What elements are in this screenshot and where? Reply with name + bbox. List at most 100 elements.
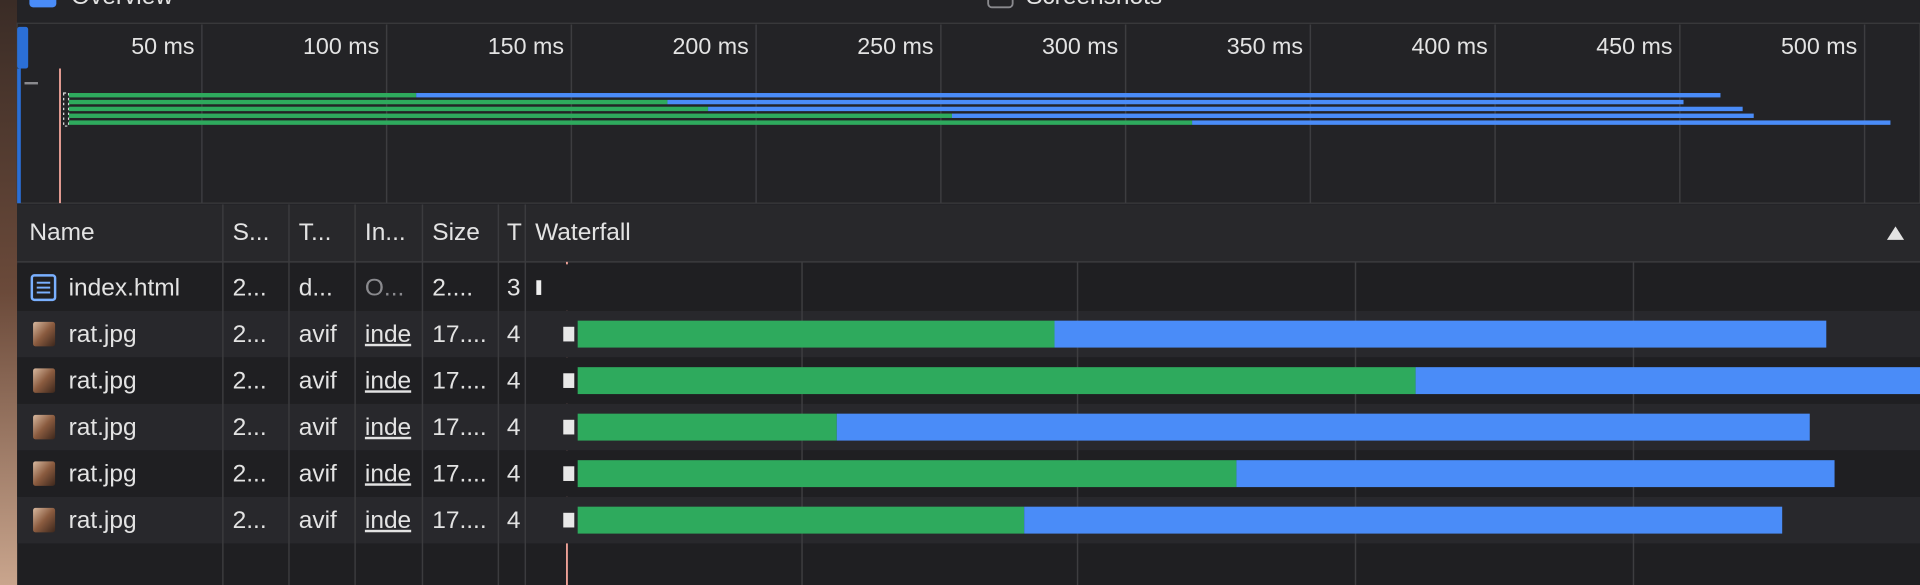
toolbar bbox=[17, 0, 1920, 24]
download-bar bbox=[836, 413, 1810, 441]
overview-tick-label: 50 ms bbox=[131, 33, 194, 59]
overview-range bbox=[17, 68, 21, 204]
overview-waiting-bar bbox=[68, 120, 1193, 125]
file-name: rat.jpg bbox=[69, 414, 137, 441]
waiting-bar bbox=[577, 413, 837, 441]
cell-text[interactable]: inde bbox=[365, 321, 411, 348]
image-icon bbox=[33, 321, 56, 347]
cell-text: 17.... bbox=[432, 321, 486, 348]
column-header[interactable]: T... bbox=[299, 219, 332, 246]
table-header bbox=[17, 204, 1920, 262]
cell-text: 17.... bbox=[432, 414, 486, 441]
cell-text: 4 bbox=[507, 321, 521, 348]
image-icon bbox=[33, 414, 56, 440]
cell-text: 2... bbox=[233, 414, 267, 441]
cell-text: 17.... bbox=[432, 507, 486, 534]
overview-waiting-bar bbox=[68, 106, 709, 112]
column-header[interactable]: In... bbox=[365, 219, 406, 246]
cell-text: 2.... bbox=[432, 274, 473, 301]
overview-tick-label: 100 ms bbox=[303, 33, 379, 59]
cell-text[interactable]: inde bbox=[365, 414, 411, 441]
column-header[interactable]: Waterfall bbox=[535, 219, 631, 246]
cell-text[interactable]: inde bbox=[365, 460, 411, 487]
cell-text: avif bbox=[299, 414, 337, 441]
overview-label[interactable]: Overview bbox=[71, 0, 173, 10]
cell-text: avif bbox=[299, 321, 337, 348]
overview-pane bbox=[16, 22, 1920, 204]
cell-text: avif bbox=[299, 460, 337, 487]
waiting-bar bbox=[577, 506, 1025, 534]
download-bar bbox=[1054, 320, 1827, 348]
cell-text: 4 bbox=[507, 367, 521, 394]
document-request-marker bbox=[536, 280, 542, 295]
waiting-bar bbox=[577, 460, 1237, 488]
overview-handle[interactable] bbox=[17, 26, 29, 69]
cell-text: 2... bbox=[233, 507, 267, 534]
document-icon bbox=[30, 274, 57, 302]
cell-text[interactable]: inde bbox=[365, 507, 411, 534]
cell-text: 2... bbox=[233, 321, 267, 348]
cell-text: 2... bbox=[233, 274, 267, 301]
queue-marker bbox=[563, 373, 575, 388]
desktop-edge bbox=[0, 0, 18, 585]
image-icon bbox=[33, 507, 56, 533]
file-name: rat.jpg bbox=[69, 507, 137, 534]
waiting-bar bbox=[577, 320, 1055, 348]
cell-text: d... bbox=[299, 274, 333, 301]
cell-text: 2... bbox=[233, 460, 267, 487]
overview-checkbox[interactable] bbox=[29, 0, 57, 8]
overview-download-bar bbox=[416, 93, 1721, 98]
column-header[interactable]: Name bbox=[29, 219, 94, 246]
column-header[interactable]: S... bbox=[233, 219, 270, 246]
screenshots-label[interactable]: Screenshots bbox=[1026, 0, 1162, 10]
table-row[interactable] bbox=[17, 264, 1920, 311]
file-name: rat.jpg bbox=[69, 460, 137, 487]
overview-download-bar bbox=[708, 106, 1743, 112]
overview-download-bar bbox=[951, 113, 1754, 118]
overview-download-bar bbox=[667, 99, 1684, 105]
cell-text: avif bbox=[299, 367, 337, 394]
cell-text: 2... bbox=[233, 367, 267, 394]
download-bar bbox=[1415, 367, 1920, 395]
cell-text: avif bbox=[299, 507, 337, 534]
overview-tick-label: 450 ms bbox=[1596, 33, 1672, 59]
queue-marker bbox=[563, 419, 575, 435]
column-header[interactable]: T bbox=[507, 219, 522, 246]
overview-tick-label: 300 ms bbox=[1042, 33, 1118, 59]
overview-waiting-bar bbox=[68, 113, 952, 118]
overview-tick-label: 500 ms bbox=[1781, 33, 1857, 59]
cell-text: 4 bbox=[507, 414, 521, 441]
overview-waiting-bar bbox=[68, 93, 417, 98]
image-icon bbox=[33, 461, 56, 486]
waiting-bar bbox=[577, 367, 1416, 395]
screenshots-checkbox[interactable] bbox=[987, 0, 1014, 9]
queue-marker bbox=[563, 512, 575, 528]
file-name: index.html bbox=[69, 274, 181, 301]
column-header[interactable]: Size bbox=[432, 219, 480, 246]
image-icon bbox=[33, 368, 56, 393]
overview-tick-label: 250 ms bbox=[857, 33, 933, 59]
cell-text[interactable]: inde bbox=[365, 367, 411, 394]
cell-text: 17.... bbox=[432, 367, 486, 394]
overview-tick-label: 350 ms bbox=[1227, 33, 1303, 59]
overview-tick-label: 400 ms bbox=[1411, 33, 1487, 59]
download-bar bbox=[1236, 460, 1835, 488]
overview-download-bar bbox=[1192, 120, 1891, 125]
sort-arrow[interactable] bbox=[1886, 226, 1905, 240]
cell-text: O... bbox=[365, 274, 404, 301]
file-name: rat.jpg bbox=[69, 367, 137, 394]
download-bar bbox=[1024, 506, 1783, 534]
cell-text: 3 bbox=[507, 274, 521, 301]
queue-marker bbox=[563, 326, 575, 342]
overview-waiting-bar bbox=[68, 99, 668, 105]
cell-text: 4 bbox=[507, 507, 521, 534]
overview-tick-label: 150 ms bbox=[488, 33, 564, 59]
cell-text: 17.... bbox=[432, 460, 486, 487]
cell-text: 4 bbox=[507, 460, 521, 487]
waterfall-area bbox=[536, 280, 1920, 534]
queue-marker bbox=[563, 466, 575, 481]
file-name: rat.jpg bbox=[69, 321, 137, 348]
